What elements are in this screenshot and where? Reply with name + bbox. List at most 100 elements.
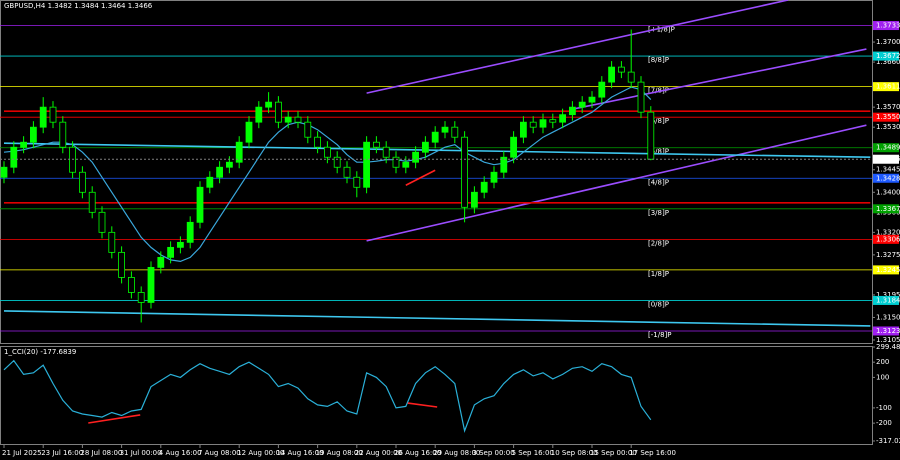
- y-tick-label: 1.3150: [876, 313, 900, 321]
- level-tag: [873, 326, 899, 336]
- x-tick-label: 26 Aug 16:00: [394, 449, 441, 457]
- candle-body: [245, 121, 253, 143]
- y-tick-label: -100: [876, 404, 892, 412]
- candle-body: [627, 71, 635, 83]
- trend-line: [407, 402, 438, 408]
- y-tick-label: 100: [876, 373, 889, 381]
- y-tick-label: -200: [876, 419, 892, 427]
- level-tag-label: 1.3672: [876, 52, 900, 60]
- panel-title: 1_CCI(20) -177.6839: [4, 348, 76, 356]
- candle-body: [225, 161, 233, 168]
- candle-body: [118, 251, 125, 278]
- level-name: [5/8]P: [648, 148, 669, 156]
- candle-body: [196, 186, 204, 223]
- candle-body: [392, 156, 400, 168]
- candle-body: [29, 126, 37, 143]
- x-tick-label: 10 Sep 08:00: [551, 449, 598, 457]
- level-tag: [873, 265, 899, 275]
- candle-body: [490, 171, 498, 183]
- trend-line: [366, 0, 789, 94]
- candle-body: [598, 81, 606, 98]
- level-tag: [873, 143, 899, 153]
- price-plot: [+1/8]P [8/8]P [7/8]P [6/8]P [5/8]P [4/8]P [3/…: [0, 25, 872, 339]
- candle-body: [157, 256, 165, 268]
- trend-line: [3, 142, 871, 159]
- y-tick-label: 299.4823: [876, 343, 900, 351]
- candle-body: [461, 136, 469, 208]
- candle-body: [69, 146, 76, 173]
- level-name: [6/8]P: [648, 117, 669, 125]
- x-tick-label: 22 Aug 00:00: [355, 449, 402, 457]
- candle-body: [431, 131, 439, 143]
- x-tick-label: 19 Aug 08:00: [316, 449, 363, 457]
- candle-body: [10, 146, 18, 168]
- candle-body: [216, 166, 224, 178]
- level-tag-label: 1.3489: [876, 144, 900, 152]
- candle-body: [20, 141, 28, 148]
- candle-body: [510, 136, 518, 158]
- x-tick-label: 31 Jul 00:00: [120, 449, 162, 457]
- cci-line: [3, 359, 652, 433]
- candle-body: [49, 106, 57, 123]
- x-tick-label: 29 Aug 08:00: [433, 449, 480, 457]
- candle-body: [412, 151, 420, 163]
- candle-body: [333, 156, 341, 168]
- level-name: [3/8]P: [648, 209, 669, 217]
- level-tag: [873, 234, 899, 244]
- candle-body: [480, 181, 488, 193]
- level-tag-label: 1.3550: [876, 113, 900, 121]
- level-name: [4/8]P: [648, 178, 669, 186]
- candle-body: [549, 119, 557, 123]
- candle-body: [637, 81, 645, 113]
- panel-title: GBPUSD,H4 1.3482 1.3484 1.3464 1.3466: [4, 2, 153, 10]
- x-tick-label: 28 Jul 08:00: [80, 449, 122, 457]
- candle-body: [441, 126, 449, 133]
- candle-body: [382, 146, 390, 158]
- candle-body: [274, 101, 282, 123]
- candle-body: [539, 119, 547, 128]
- candle-body: [353, 176, 361, 188]
- level-name: [8/8]P: [648, 56, 669, 64]
- candle-body: [647, 111, 655, 160]
- candle-body: [372, 141, 380, 148]
- y-tick-label: 1.3105: [876, 336, 900, 344]
- level-tag-label: 1.3184: [876, 296, 900, 304]
- x-tick-label: 7 Aug 08:00: [198, 449, 241, 457]
- trend-line: [88, 414, 141, 424]
- trend-line: [572, 48, 867, 110]
- candle-body: [186, 221, 194, 243]
- level-tag: [873, 112, 899, 122]
- candle-body: [137, 292, 145, 303]
- candle-body: [294, 116, 302, 123]
- candle-body: [608, 66, 615, 83]
- cci-panel-frame: [0, 346, 873, 445]
- level-tag: [873, 51, 899, 61]
- x-tick-label: 12 Aug 00:00: [237, 449, 284, 457]
- candle-body: [284, 116, 292, 123]
- candle-body: [79, 171, 86, 193]
- candle-body: [59, 121, 67, 148]
- level-tag: [873, 204, 899, 214]
- y-tick-label: 1.3445: [876, 166, 900, 174]
- level-tag-label: 1.3123: [876, 327, 900, 335]
- x-tick-label: 5 Sep 16:00: [512, 449, 554, 457]
- candle-body: [451, 126, 459, 138]
- level-tag: [873, 82, 899, 92]
- last-price-tag: [873, 154, 899, 164]
- candle-body: [176, 241, 184, 248]
- candle-body: [265, 101, 273, 108]
- level-name: [0/8]P: [648, 300, 669, 308]
- price-panel-frame: [0, 0, 873, 344]
- level-tag: [873, 295, 899, 305]
- candle-body: [421, 141, 429, 153]
- level-name: [2/8]P: [648, 239, 669, 247]
- candle-body: [402, 161, 410, 168]
- x-tick-label: 15 Sep 00:00: [590, 449, 637, 457]
- x-tick-label: 3 Sep 00:00: [472, 449, 514, 457]
- candle-body: [108, 231, 116, 253]
- candle-body: [618, 66, 625, 73]
- candle-body: [147, 266, 155, 303]
- candle-body: [500, 156, 508, 173]
- level-tag-label: 1.3306: [876, 235, 900, 243]
